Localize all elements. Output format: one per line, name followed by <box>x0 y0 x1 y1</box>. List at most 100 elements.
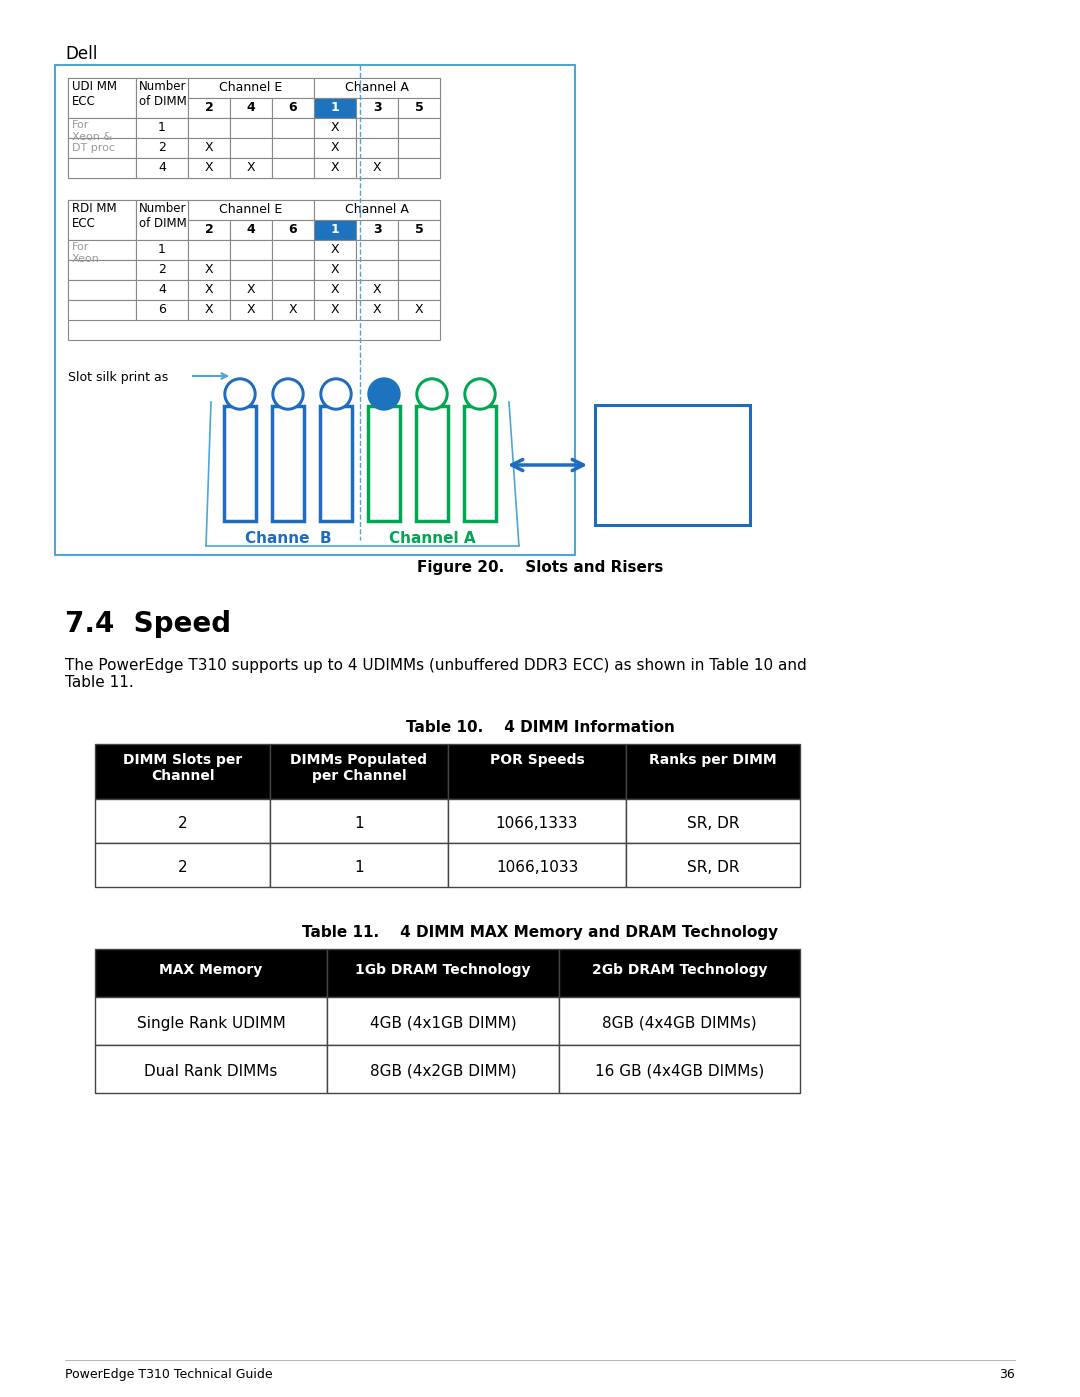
Text: POR Speeds: POR Speeds <box>489 753 584 767</box>
Text: X: X <box>246 161 255 175</box>
Text: X: X <box>330 141 339 154</box>
Bar <box>314 260 356 279</box>
Text: MAX Memory: MAX Memory <box>160 963 262 977</box>
Bar <box>595 405 750 525</box>
Text: 7.4  Speed: 7.4 Speed <box>65 610 231 638</box>
Circle shape <box>272 379 303 409</box>
Bar <box>136 300 188 320</box>
Text: 8GB (4x2GB DIMM): 8GB (4x2GB DIMM) <box>369 1065 516 1078</box>
Text: 5: 5 <box>475 381 484 395</box>
Bar <box>626 799 800 842</box>
Bar <box>314 138 356 158</box>
Text: 16 GB (4x4GB DIMMs): 16 GB (4x4GB DIMMs) <box>595 1065 765 1078</box>
Text: Ranks per DIMM: Ranks per DIMM <box>649 753 777 767</box>
Text: Slot silk print as: Slot silk print as <box>68 372 168 384</box>
Text: 6: 6 <box>288 224 297 236</box>
Circle shape <box>227 381 253 407</box>
Bar <box>314 78 440 98</box>
Text: For
Xeon &
DT proc: For Xeon & DT proc <box>72 120 114 154</box>
Text: 2: 2 <box>178 816 187 831</box>
Bar <box>188 260 230 279</box>
Bar <box>95 799 270 842</box>
Bar <box>136 260 188 279</box>
Bar <box>188 78 314 98</box>
Bar <box>230 219 272 240</box>
Bar <box>356 219 399 240</box>
Bar <box>559 949 800 997</box>
Text: 2: 2 <box>178 861 187 875</box>
Bar <box>68 260 136 279</box>
Text: For
Xeon: For Xeon <box>72 242 99 264</box>
Bar <box>399 117 440 138</box>
Text: Dell: Dell <box>65 45 97 63</box>
Bar <box>230 117 272 138</box>
Bar <box>320 407 352 521</box>
Bar <box>399 98 440 117</box>
Bar <box>188 300 230 320</box>
Text: X: X <box>415 303 423 316</box>
Text: 1: 1 <box>330 101 339 115</box>
Bar <box>136 240 188 260</box>
Text: 4: 4 <box>158 284 166 296</box>
Bar <box>136 138 188 158</box>
Text: 4: 4 <box>246 101 255 115</box>
Text: X: X <box>373 303 381 316</box>
Text: Figure 20.    Slots and Risers: Figure 20. Slots and Risers <box>417 560 663 576</box>
Text: Number
of DIMM: Number of DIMM <box>139 80 187 108</box>
Bar <box>188 219 230 240</box>
Bar <box>272 138 314 158</box>
Bar <box>95 997 327 1045</box>
Bar <box>68 240 136 260</box>
Bar <box>416 407 448 521</box>
Text: Channel E: Channel E <box>219 203 283 217</box>
Text: X: X <box>205 303 214 316</box>
Text: UDI MM
ECC: UDI MM ECC <box>72 80 117 108</box>
Bar <box>270 842 448 887</box>
Bar <box>188 240 230 260</box>
Text: 6: 6 <box>288 101 297 115</box>
Circle shape <box>416 379 448 409</box>
Bar <box>272 117 314 138</box>
Bar <box>230 158 272 177</box>
Bar <box>68 158 136 177</box>
Bar <box>356 98 399 117</box>
Bar <box>626 842 800 887</box>
Text: Dual Rank DIMMs: Dual Rank DIMMs <box>145 1065 278 1078</box>
Text: 4: 4 <box>158 161 166 175</box>
Text: SR, DR: SR, DR <box>687 816 739 831</box>
Bar <box>188 279 230 300</box>
Text: Channel A: Channel A <box>346 203 409 217</box>
Text: 5: 5 <box>415 101 423 115</box>
Bar <box>272 240 314 260</box>
Bar <box>188 138 230 158</box>
Text: 8GB (4x4GB DIMMs): 8GB (4x4GB DIMMs) <box>603 1016 757 1031</box>
Text: 36: 36 <box>999 1368 1015 1382</box>
Bar <box>270 745 448 799</box>
Bar <box>136 78 188 117</box>
Bar <box>356 158 399 177</box>
Text: Table 11.    4 DIMM MAX Memory and DRAM Technology: Table 11. 4 DIMM MAX Memory and DRAM Tec… <box>302 925 778 940</box>
Circle shape <box>419 381 445 407</box>
Bar <box>230 300 272 320</box>
Bar <box>68 78 136 117</box>
Text: DIMMs Populated
per Channel: DIMMs Populated per Channel <box>291 753 428 784</box>
Bar <box>68 279 136 300</box>
Text: 6: 6 <box>332 381 340 395</box>
Text: 1: 1 <box>330 224 339 236</box>
Bar <box>356 300 399 320</box>
Bar <box>272 158 314 177</box>
Bar <box>559 1045 800 1092</box>
Text: PowerEdge T310 Technical Guide: PowerEdge T310 Technical Guide <box>65 1368 272 1382</box>
Bar <box>136 117 188 138</box>
Text: 4: 4 <box>284 381 293 395</box>
Text: X: X <box>330 243 339 256</box>
Text: X: X <box>246 303 255 316</box>
Bar <box>95 949 327 997</box>
Circle shape <box>320 379 352 409</box>
Text: 1: 1 <box>158 122 166 134</box>
Bar <box>399 279 440 300</box>
Text: 3: 3 <box>373 224 381 236</box>
Bar <box>188 200 314 219</box>
Bar <box>68 78 440 177</box>
Bar <box>95 745 270 799</box>
